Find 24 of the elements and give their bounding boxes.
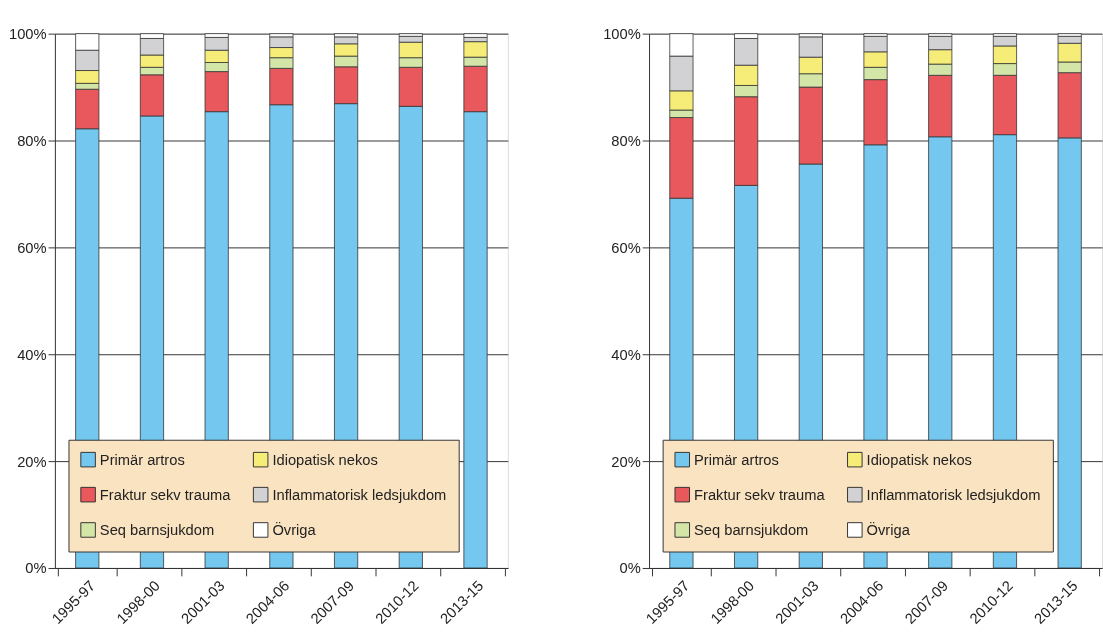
legend-label: Primär artros bbox=[99, 451, 185, 468]
y-tick-label: 20% bbox=[17, 453, 47, 470]
y-tick-label: 20% bbox=[611, 453, 641, 470]
y-tick-label: 0% bbox=[25, 560, 47, 577]
y-tick-label: 100% bbox=[603, 26, 641, 43]
y-tick-label: 40% bbox=[17, 346, 47, 363]
legend-label: Fraktur sekv trauma bbox=[99, 486, 232, 503]
legend-label: Idiopatisk nekos bbox=[272, 451, 378, 468]
y-tick-label: 60% bbox=[17, 239, 47, 256]
y-tick-label: 60% bbox=[611, 239, 641, 256]
legend-label: Inflammatorisk ledsjukdom bbox=[272, 486, 447, 503]
legend-label: Fraktur sekv trauma bbox=[694, 486, 826, 503]
legend-label: Seq barnsjukdom bbox=[694, 521, 809, 538]
legend-label: Övriga bbox=[272, 520, 317, 538]
y-tick-label: 40% bbox=[611, 346, 641, 363]
legend-label: Idiopatisk nekos bbox=[866, 451, 972, 468]
legend-label: Övriga bbox=[866, 520, 911, 538]
y-tick-label: 80% bbox=[611, 132, 641, 149]
y-tick-label: 80% bbox=[17, 132, 47, 149]
y-tick-label: 0% bbox=[619, 560, 641, 577]
y-tick-label: 100% bbox=[8, 26, 47, 43]
legend-label: Primär artros bbox=[694, 451, 779, 468]
legend-label: Inflammatorisk ledsjukdom bbox=[866, 486, 1041, 503]
legend-label: Seq barnsjukdom bbox=[99, 521, 215, 538]
